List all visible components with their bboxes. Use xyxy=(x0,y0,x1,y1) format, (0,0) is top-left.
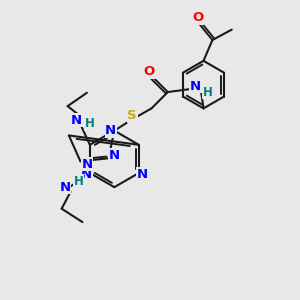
Text: H: H xyxy=(203,85,213,98)
Text: N: N xyxy=(105,124,116,137)
Text: N: N xyxy=(81,158,92,171)
Text: H: H xyxy=(74,175,84,188)
Text: N: N xyxy=(190,80,201,93)
Text: H: H xyxy=(85,118,95,130)
Text: N: N xyxy=(108,149,119,162)
Text: S: S xyxy=(128,109,137,122)
Text: N: N xyxy=(81,168,92,181)
Text: N: N xyxy=(71,114,82,127)
Text: N: N xyxy=(137,168,148,181)
Text: O: O xyxy=(144,65,155,78)
Text: N: N xyxy=(60,181,71,194)
Text: O: O xyxy=(192,11,203,24)
